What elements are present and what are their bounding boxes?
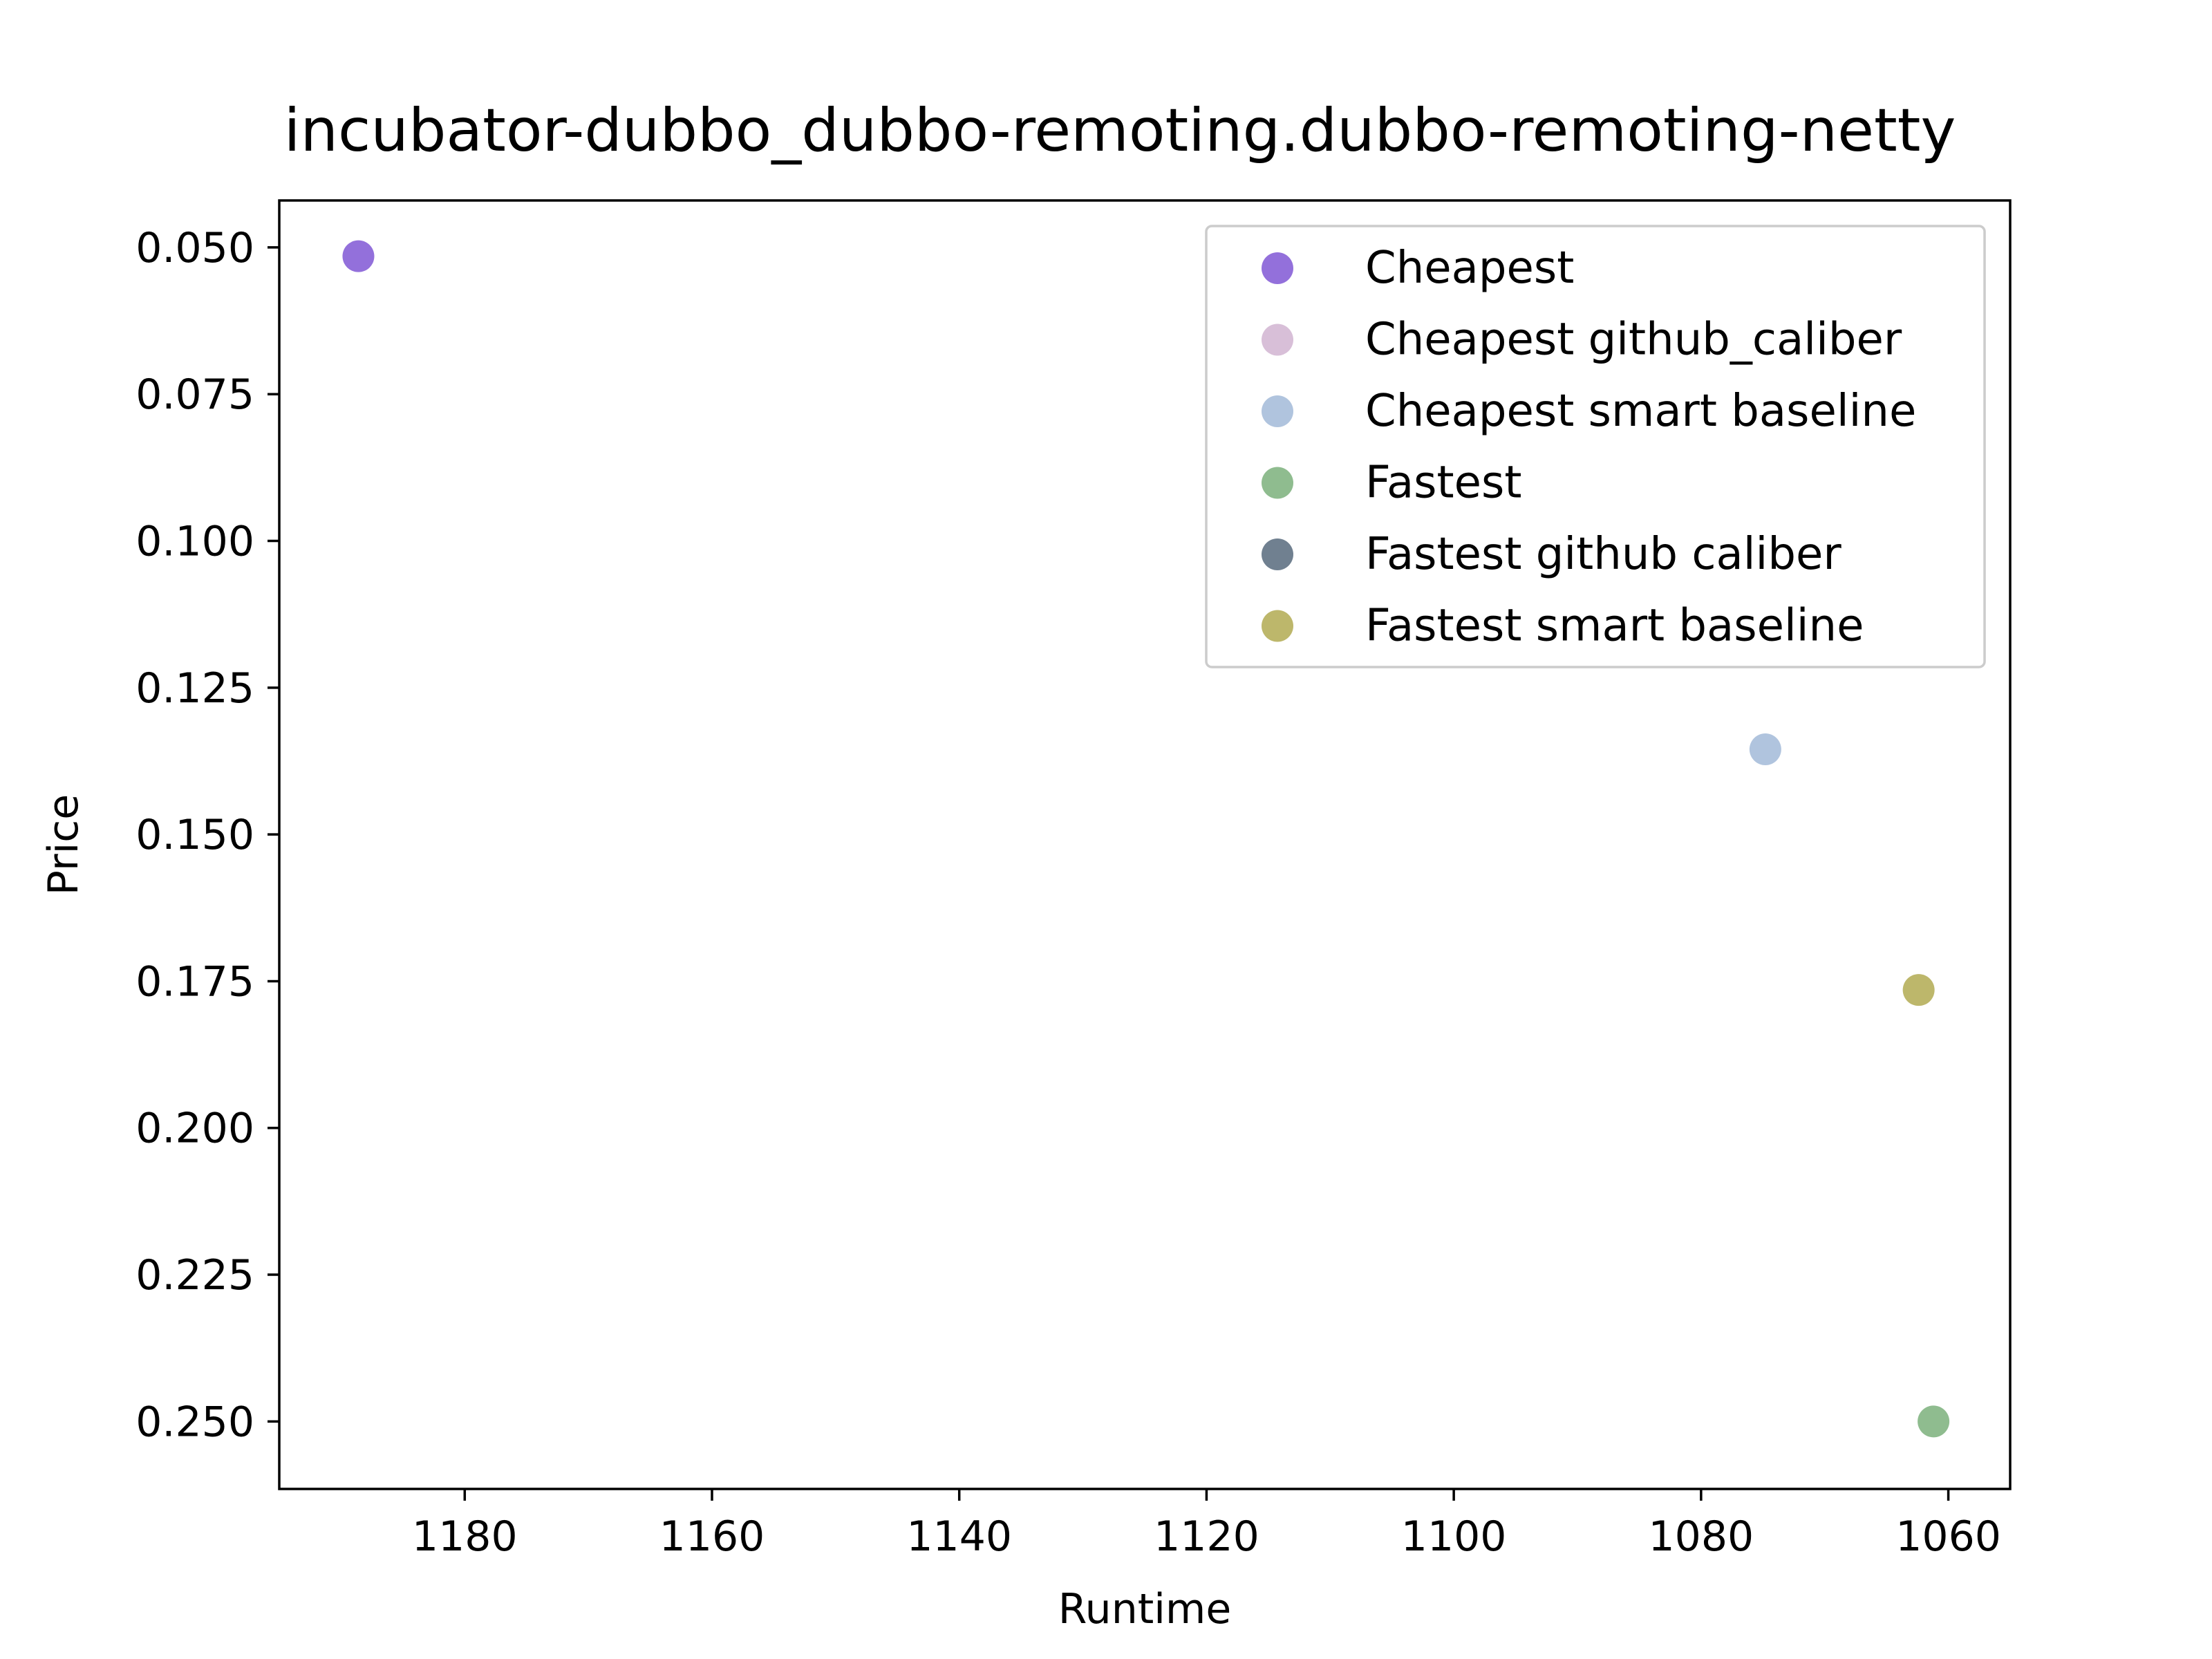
data-point (1749, 733, 1781, 766)
legend-label: Cheapest github_caliber (1365, 315, 1902, 366)
data-point (1918, 1405, 1950, 1438)
legend-marker (1262, 395, 1293, 427)
legend-label: Cheapest smart baseline (1365, 386, 1916, 437)
legend-label: Fastest github caliber (1365, 529, 1841, 580)
plot-frame (278, 199, 2012, 1490)
x-tick-label: 1180 (412, 1512, 518, 1561)
y-tick-label: 0.100 (135, 518, 254, 566)
y-axis-label: Price (39, 794, 88, 895)
legend-marker (1262, 252, 1293, 284)
legend-marker (1262, 538, 1293, 570)
data-point (342, 240, 375, 272)
legend-marker (1262, 467, 1293, 499)
y-tick-label: 0.250 (135, 1398, 254, 1446)
legend-marker (1262, 610, 1293, 642)
axes-ticks: 1180 1160 1140 1120 1100 1080 1060 0.050 0.075 0.… (135, 224, 2001, 1561)
legend-box (1205, 225, 1986, 668)
x-tick-label: 1120 (1154, 1512, 1259, 1561)
y-tick-label: 0.225 (135, 1251, 254, 1300)
x-tick-label: 1100 (1401, 1512, 1507, 1561)
data-point (1902, 974, 1935, 1006)
x-tick-label: 1080 (1649, 1512, 1754, 1561)
y-tick-label: 0.075 (135, 371, 254, 419)
x-tick-label: 1160 (659, 1512, 765, 1561)
y-tick-label: 0.050 (135, 224, 254, 272)
y-tick-label: 0.200 (135, 1105, 254, 1153)
legend: Cheapest Cheapest github_caliber Cheapest … (1205, 225, 1986, 668)
chart-title: incubator-dubbo_dubbo-remoting.dubbo-rem… (284, 96, 1956, 165)
legend-label: Fastest smart baseline (1365, 601, 1864, 652)
x-tick-label: 1060 (1895, 1512, 2001, 1561)
legend-label: Fastest (1365, 458, 1521, 509)
legend-label: Cheapest (1365, 243, 1574, 294)
x-axis-label: Runtime (1058, 1585, 1232, 1633)
y-tick-label: 0.125 (135, 664, 254, 713)
data-points (342, 240, 1950, 1438)
y-tick-label: 0.175 (135, 957, 254, 1006)
legend-marker (1262, 324, 1293, 356)
y-tick-label: 0.150 (135, 811, 254, 859)
x-tick-label: 1140 (906, 1512, 1012, 1561)
